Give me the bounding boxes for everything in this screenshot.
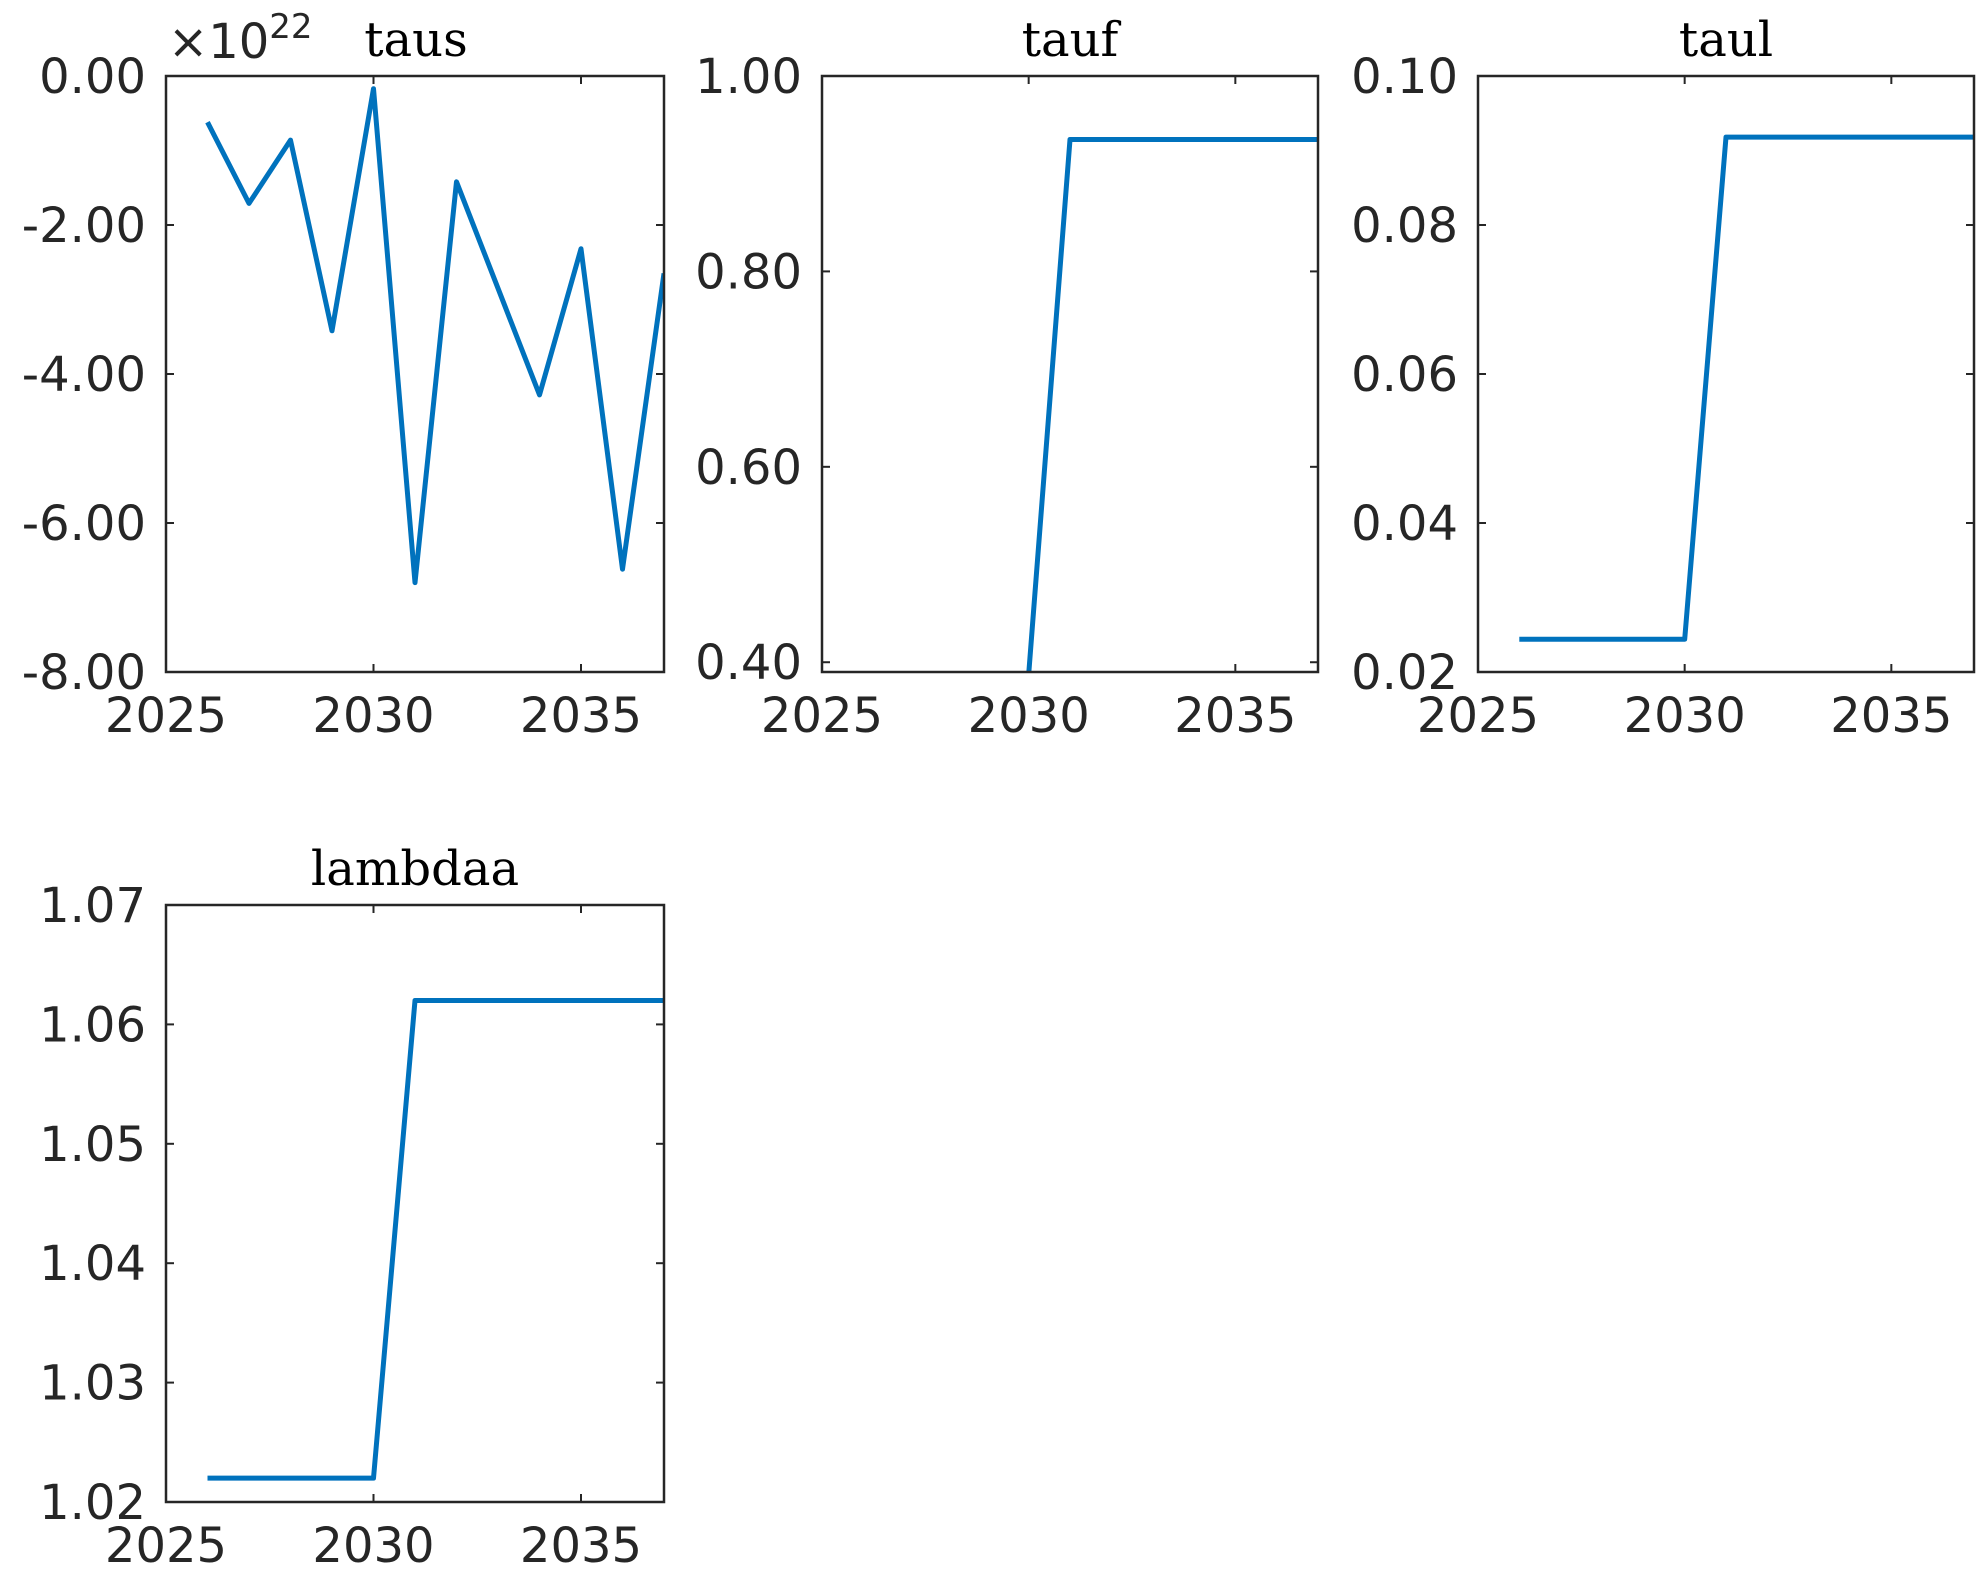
chart-title: taul — [1679, 12, 1773, 68]
axis-exponent-power: 22 — [269, 7, 312, 47]
series-line-taul — [1519, 134, 1974, 642]
y-tick-label: 0.04 — [1351, 496, 1458, 552]
x-tick-label: 2035 — [1830, 688, 1952, 744]
y-tick-label: 0.40 — [695, 635, 802, 691]
x-tick-label: 2035 — [520, 688, 642, 744]
y-tick-label: 1.03 — [39, 1356, 146, 1412]
chart-panel-lambdaa: 2025 2030 2035 1.07 1.06 1.05 1.04 1.03 1.02 lamb… — [39, 841, 666, 1574]
y-tick-label: 0.80 — [695, 244, 802, 300]
axes-box — [164, 903, 666, 1504]
y-tick-label: 0.00 — [39, 49, 146, 105]
y-tick-label: 1.06 — [39, 997, 146, 1053]
series-line-lambdaa — [207, 998, 664, 1481]
chart-title: lambdaa — [311, 841, 519, 897]
x-tick-label: 2030 — [1624, 688, 1746, 744]
chart-title: taus — [364, 12, 467, 68]
y-tick-label: 1.02 — [39, 1475, 146, 1531]
axis-exponent-base: ×10 — [168, 14, 269, 70]
y-tick-label: 0.10 — [1351, 49, 1458, 105]
x-tick-label: 2025 — [105, 1518, 227, 1574]
y-tick-label: -4.00 — [22, 347, 146, 403]
axis-exponent: ×1022 — [168, 7, 313, 70]
axes-box — [164, 74, 666, 674]
y-tick-label: 0.06 — [1351, 347, 1458, 403]
y-tick-label: -6.00 — [22, 496, 146, 552]
y-tick-label: 1.04 — [39, 1236, 146, 1292]
y-tick-label: 0.02 — [1351, 645, 1458, 701]
chart-panel-taul: 2025 2030 2035 0.10 0.08 0.06 0.04 0.02 taul — [1351, 12, 1976, 744]
x-tick-label: 2030 — [312, 688, 434, 744]
x-tick-label: 2030 — [312, 1518, 434, 1574]
x-tick-label: 2035 — [1174, 688, 1296, 744]
y-tick-label: 0.60 — [695, 440, 802, 496]
axes-box — [1476, 74, 1976, 674]
y-tick-label: 1.07 — [39, 878, 146, 934]
series-line-taus — [205, 86, 664, 586]
x-tick-label: 2025 — [761, 688, 883, 744]
chart-panel-taus: 2025 2030 2035 0.00 -2.00 -4.00 -6.00 -8.00 taus… — [22, 7, 666, 744]
x-tick-label: 2035 — [520, 1518, 642, 1574]
axes-box — [820, 74, 1320, 674]
y-tick-label: 1.05 — [39, 1117, 146, 1173]
series-line-tauf — [863, 137, 1318, 672]
y-tick-label: -2.00 — [22, 198, 146, 254]
y-tick-label: -8.00 — [22, 645, 146, 701]
x-tick-label: 2030 — [968, 688, 1090, 744]
chart-title: tauf — [1022, 12, 1122, 68]
chart-panel-tauf: 2025 2030 2035 1.00 0.80 0.60 0.40 tauf — [695, 12, 1320, 744]
x-tick-label: 2025 — [105, 688, 227, 744]
y-tick-label: 0.08 — [1351, 198, 1458, 254]
x-tick-label: 2025 — [1417, 688, 1539, 744]
y-tick-label: 1.00 — [695, 49, 802, 105]
